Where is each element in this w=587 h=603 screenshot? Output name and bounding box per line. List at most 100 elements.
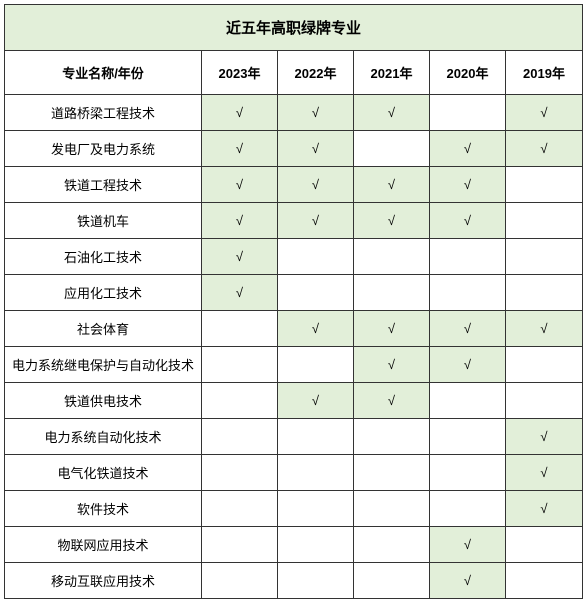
check-cell: √ <box>278 167 354 202</box>
check-cell <box>506 167 582 202</box>
major-name-cell: 铁道供电技术 <box>5 383 202 418</box>
check-cell: √ <box>202 275 278 310</box>
check-cell: √ <box>278 203 354 238</box>
major-name-cell: 道路桥梁工程技术 <box>5 95 202 130</box>
table-row: 道路桥梁工程技术√√√√ <box>5 95 582 131</box>
check-cell: √ <box>278 95 354 130</box>
check-cell <box>278 491 354 526</box>
check-cell: √ <box>430 131 506 166</box>
check-cell <box>506 383 582 418</box>
check-cell: √ <box>202 95 278 130</box>
check-cell: √ <box>278 311 354 346</box>
check-cell <box>354 563 430 598</box>
check-cell <box>202 347 278 382</box>
check-cell <box>278 419 354 454</box>
check-cell: √ <box>354 95 430 130</box>
check-cell <box>202 563 278 598</box>
check-cell <box>202 455 278 490</box>
major-name-cell: 应用化工技术 <box>5 275 202 310</box>
major-name-cell: 电力系统继电保护与自动化技术 <box>5 347 202 382</box>
table-row: 软件技术 √ <box>5 491 582 527</box>
major-name-cell: 社会体育 <box>5 311 202 346</box>
check-cell <box>202 527 278 562</box>
header-name-column: 专业名称/年份 <box>5 51 202 94</box>
check-cell <box>506 527 582 562</box>
table-row: 铁道机车√√√√ <box>5 203 582 239</box>
check-cell: √ <box>506 311 582 346</box>
table-row: 社会体育√√√√ <box>5 311 582 347</box>
check-cell: √ <box>278 131 354 166</box>
check-cell: √ <box>202 131 278 166</box>
check-cell <box>430 491 506 526</box>
check-cell <box>278 239 354 274</box>
major-name-cell: 发电厂及电力系统 <box>5 131 202 166</box>
major-name-cell: 物联网应用技术 <box>5 527 202 562</box>
check-cell <box>354 419 430 454</box>
check-cell <box>430 239 506 274</box>
check-cell <box>202 383 278 418</box>
check-cell <box>278 275 354 310</box>
major-name-cell: 移动互联应用技术 <box>5 563 202 598</box>
check-cell <box>278 455 354 490</box>
major-name-cell: 石油化工技术 <box>5 239 202 274</box>
check-cell: √ <box>430 527 506 562</box>
check-cell <box>506 239 582 274</box>
table-row: 铁道工程技术√√√√ <box>5 167 582 203</box>
check-cell <box>430 455 506 490</box>
check-cell <box>278 563 354 598</box>
check-cell: √ <box>278 383 354 418</box>
table-row: 电力系统继电保护与自动化技术 √√ <box>5 347 582 383</box>
check-cell <box>278 527 354 562</box>
check-cell: √ <box>430 203 506 238</box>
table-row: 电气化铁道技术√ <box>5 455 582 491</box>
check-cell <box>506 563 582 598</box>
check-cell <box>354 491 430 526</box>
check-cell: √ <box>506 131 582 166</box>
check-cell <box>506 347 582 382</box>
table-row: 移动互联应用技术√ <box>5 563 582 598</box>
check-cell <box>202 311 278 346</box>
header-year-2: 2021年 <box>354 51 430 94</box>
check-cell <box>430 275 506 310</box>
table-row: 铁道供电技术 √√ <box>5 383 582 419</box>
check-cell <box>354 455 430 490</box>
check-cell: √ <box>354 203 430 238</box>
check-cell: √ <box>354 167 430 202</box>
check-cell <box>202 491 278 526</box>
header-year-0: 2023年 <box>202 51 278 94</box>
header-year-3: 2020年 <box>430 51 506 94</box>
check-cell <box>354 239 430 274</box>
major-name-cell: 软件技术 <box>5 491 202 526</box>
table-row: 发电厂及电力系统√√√√ <box>5 131 582 167</box>
check-cell: √ <box>430 347 506 382</box>
table-row: 应用化工技术√ <box>5 275 582 311</box>
check-cell: √ <box>506 95 582 130</box>
major-name-cell: 铁道机车 <box>5 203 202 238</box>
check-cell: √ <box>430 311 506 346</box>
check-cell: √ <box>202 239 278 274</box>
check-cell: √ <box>506 455 582 490</box>
table-row: 石油化工技术√ <box>5 239 582 275</box>
check-cell: √ <box>354 383 430 418</box>
check-cell <box>430 419 506 454</box>
majors-table: 近五年高职绿牌专业 专业名称/年份 2023年 2022年 2021年 2020… <box>4 4 583 599</box>
check-cell <box>430 383 506 418</box>
check-cell <box>202 419 278 454</box>
check-cell: √ <box>506 419 582 454</box>
table-row: 物联网应用技术 √ <box>5 527 582 563</box>
table-body: 道路桥梁工程技术√√√√发电厂及电力系统√√√√铁道工程技术√√√√铁道机车√√… <box>5 95 582 598</box>
check-cell <box>354 131 430 166</box>
check-cell <box>430 95 506 130</box>
major-name-cell: 电力系统自动化技术 <box>5 419 202 454</box>
table-header-row: 专业名称/年份 2023年 2022年 2021年 2020年 2019年 <box>5 51 582 95</box>
table-row: 电力系统自动化技术 √ <box>5 419 582 455</box>
header-year-4: 2019年 <box>506 51 582 94</box>
check-cell: √ <box>354 347 430 382</box>
table-title: 近五年高职绿牌专业 <box>5 5 582 51</box>
check-cell: √ <box>202 167 278 202</box>
check-cell: √ <box>202 203 278 238</box>
header-year-1: 2022年 <box>278 51 354 94</box>
check-cell <box>354 275 430 310</box>
major-name-cell: 铁道工程技术 <box>5 167 202 202</box>
check-cell: √ <box>506 491 582 526</box>
